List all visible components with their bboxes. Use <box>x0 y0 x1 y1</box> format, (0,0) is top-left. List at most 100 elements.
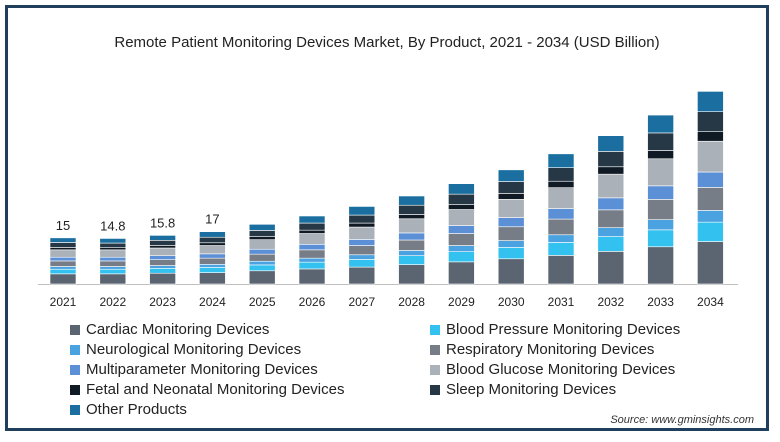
bar-segment-2022-1 <box>99 268 127 275</box>
x-tick-label: 2029 <box>448 295 475 309</box>
bar-segment-2033-5 <box>647 158 674 187</box>
bar-segment-2033-0 <box>647 246 674 285</box>
bar-segment-2033-1 <box>647 229 674 248</box>
bar-segment-2021-1 <box>49 268 77 275</box>
bar-segment-2027-1 <box>348 259 376 268</box>
bar-segment-2021-0 <box>49 273 77 285</box>
bar-segment-2026-7 <box>298 222 326 231</box>
bar-segment-2029-3 <box>448 233 475 246</box>
bar-segment-2028-7 <box>398 204 425 215</box>
chart-legend: Cardiac Monitoring Devices Blood Pressure… <box>70 320 710 419</box>
bar-segment-2030-5 <box>497 199 525 218</box>
bar-segment-2029-1 <box>448 251 475 263</box>
legend-swatch <box>70 384 80 395</box>
chart-frame <box>5 5 769 431</box>
bar-segment-2026-3 <box>298 249 326 259</box>
bar-segment-2023-1 <box>149 268 176 274</box>
bar-segment-2025-8 <box>248 224 276 231</box>
bar-segment-2025-4 <box>248 248 276 255</box>
legend-item: Fetal and Neonatal Monitoring Devices <box>70 380 430 399</box>
bar-segment-2021-8 <box>49 237 77 243</box>
bar-segment-2026-1 <box>298 261 326 270</box>
bar-segment-2021-7 <box>49 242 77 248</box>
bar-segment-2027-8 <box>348 206 376 216</box>
bar-segment-2024-7 <box>199 236 226 244</box>
bar-segment-2028-8 <box>398 195 425 206</box>
bar-segment-2025-2 <box>248 260 276 266</box>
bar-segment-2025-1 <box>248 264 276 272</box>
bar-segment-2030-7 <box>497 181 525 194</box>
bar-segment-2026-5 <box>298 233 326 245</box>
bar-segment-2032-6 <box>597 166 625 175</box>
bar-segment-2034-7 <box>697 111 724 132</box>
bar-segment-2031-2 <box>547 234 575 243</box>
x-tick-label: 2023 <box>149 295 176 309</box>
bar-segment-2032-1 <box>597 236 625 252</box>
bar-segment-2027-0 <box>348 266 376 285</box>
bar-total-label: 17 <box>205 212 219 227</box>
bar-segment-2026-6 <box>298 229 326 234</box>
bar-segment-2026-0 <box>298 268 326 285</box>
bar-segment-2027-6 <box>348 222 376 228</box>
bar-segment-2021-3 <box>49 260 77 267</box>
bar-segment-2026-4 <box>298 244 326 251</box>
legend-label: Fetal and Neonatal Monitoring Devices <box>86 381 345 398</box>
bar-segment-2026-2 <box>298 257 326 263</box>
bar-segment-2024-3 <box>199 257 226 265</box>
chart-title: Remote Patient Monitoring Devices Market… <box>114 34 660 51</box>
bar-segment-2027-2 <box>348 254 376 260</box>
bar-segment-2029-7 <box>448 193 475 205</box>
bar-segment-2027-7 <box>348 214 376 224</box>
legend-item: Blood Pressure Monitoring Devices <box>430 320 710 339</box>
bar-segment-2023-0 <box>149 272 176 285</box>
legend-item: Other Products <box>70 400 430 419</box>
legend-swatch <box>430 324 440 335</box>
bar-segment-2030-1 <box>497 247 525 260</box>
bar-segment-2027-5 <box>348 226 376 240</box>
source-note: Source: www.gminsights.com <box>610 414 754 426</box>
legend-item: Neurological Monitoring Devices <box>70 340 430 359</box>
x-tick-label: 2022 <box>99 295 126 309</box>
bar-segment-2028-1 <box>398 255 425 265</box>
bar-segment-2025-0 <box>248 270 276 285</box>
bar-segment-2032-3 <box>597 209 625 228</box>
bar-segment-2031-0 <box>547 255 575 285</box>
bar-segment-2027-3 <box>348 245 376 256</box>
legend-item: Blood Glucose Monitoring Devices <box>430 360 710 379</box>
bar-total-label: 15.8 <box>150 215 175 230</box>
bar-segment-2022-4 <box>99 256 127 262</box>
bar-segment-2032-7 <box>597 151 625 168</box>
bar-segment-2029-6 <box>448 204 475 210</box>
bar-segment-2030-6 <box>497 193 525 200</box>
bar-segment-2031-1 <box>547 242 575 256</box>
bar-segment-2027-4 <box>348 239 376 246</box>
bar-segment-2032-8 <box>597 135 625 152</box>
bar-segment-2032-4 <box>597 197 625 211</box>
legend-label: Sleep Monitoring Devices <box>446 381 617 398</box>
bar-segment-2030-0 <box>497 258 525 285</box>
x-tick-label: 2026 <box>299 295 326 309</box>
bar-segment-2029-5 <box>448 209 475 226</box>
bar-segment-2025-5 <box>248 239 276 250</box>
bar-segment-2033-3 <box>647 199 674 220</box>
legend-item: Multiparameter Monitoring Devices <box>70 360 430 379</box>
bar-segment-2024-8 <box>199 231 226 238</box>
bar-segment-2024-6 <box>199 242 226 246</box>
bar-segment-2029-8 <box>448 183 475 195</box>
bar-segment-2030-2 <box>497 240 525 248</box>
x-tick-label: 2034 <box>697 295 724 309</box>
bar-segment-2023-8 <box>149 235 176 241</box>
legend-label: Blood Glucose Monitoring Devices <box>446 361 676 378</box>
legend-swatch <box>70 344 80 355</box>
bar-segment-2025-7 <box>248 230 276 237</box>
bar-segment-2034-2 <box>697 210 724 223</box>
bar-segment-2021-2 <box>49 266 77 270</box>
bar-segment-2031-8 <box>547 153 575 168</box>
bar-segment-2022-6 <box>99 247 127 251</box>
legend-swatch <box>430 364 440 375</box>
bar-segment-2028-3 <box>398 239 425 251</box>
bar-segment-2032-0 <box>597 251 625 285</box>
bar-segment-2021-6 <box>49 247 77 251</box>
bar-segment-2025-6 <box>248 236 276 240</box>
legend-swatch <box>430 344 440 355</box>
